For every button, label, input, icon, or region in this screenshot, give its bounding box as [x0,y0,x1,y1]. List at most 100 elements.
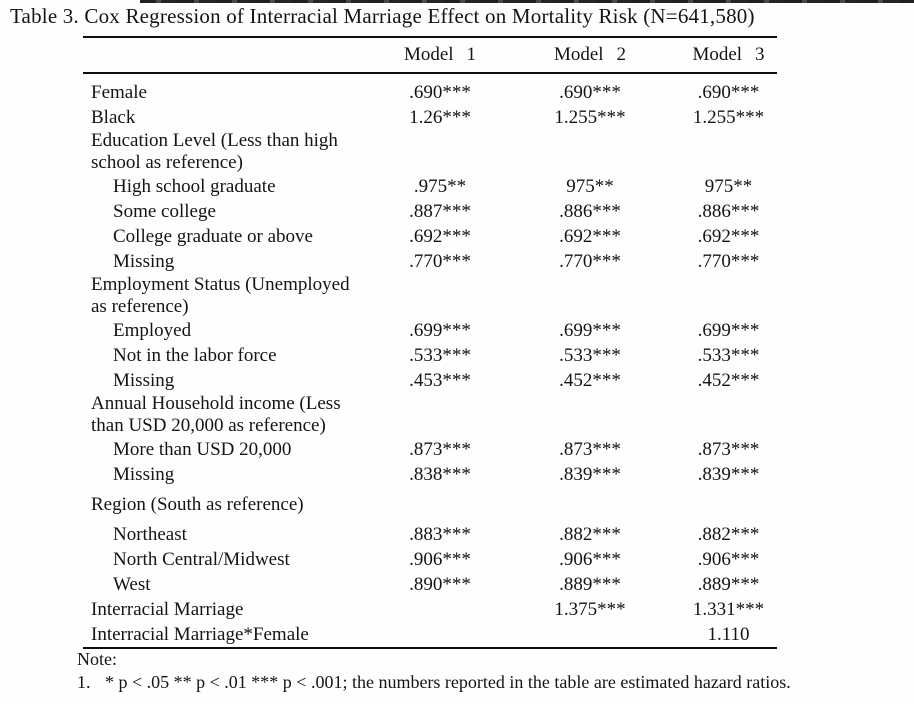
cell-model-1: .692*** [409,226,471,247]
table-row: More than USD 20,000 .873*** .873*** .873**… [83,437,777,462]
cell-model-3: .873*** [697,439,760,460]
row-label: Education Level (Less than high school a… [91,130,338,173]
cell-model-2: .886*** [559,201,621,222]
cell-model-3: .533*** [697,345,760,366]
cell-model-2: .873*** [559,439,621,460]
cell-model-3 [680,393,777,437]
cell-model-2: .906*** [559,549,621,570]
row-label: More than USD 20,000 [113,439,292,460]
cell-model-3: .906*** [697,549,760,570]
row-label: High school graduate [113,176,276,197]
note-heading: Note: [77,649,117,669]
cell-model-1: .906*** [409,549,471,570]
table-row: High school graduate .975** 975** 975** [83,174,777,199]
row-label: Employment Status (Unemployed as referen… [91,274,350,317]
cell-model-1: .975** [413,176,467,197]
cell-model-2 [500,274,680,318]
table-row: Interracial Marriage 1.375*** 1.331*** [83,597,777,622]
cell-model-1 [380,130,500,174]
cell-model-1: .887*** [409,201,471,222]
cell-model-3: 1.255*** [692,107,765,128]
table-row: Not in the labor force .533*** .533*** .533… [83,343,777,368]
table-row: North Central/Midwest .906*** .906*** .906*… [83,547,777,572]
table-row: West .890*** .889*** .889*** [83,572,777,597]
cell-model-3 [680,487,777,522]
table-row: Missing .453*** .452*** .452*** [83,368,777,393]
table-row: Employed .699*** .699*** .699*** [83,318,777,343]
table-header-row: Model 1 Model 2 Model 3 [83,38,777,74]
row-label: North Central/Midwest [113,549,290,570]
cell-model-2: .452*** [559,370,621,391]
cell-model-3: .452*** [697,370,760,391]
cell-model-3: 1.110 [707,624,750,645]
cell-model-2: .770*** [559,251,621,272]
table-row: Interracial Marriage*Female 1.110 [83,622,777,647]
table-row: Region (South as reference) [83,487,777,522]
cell-model-1: .890*** [409,574,471,595]
cell-model-3: .770*** [697,251,760,272]
cell-model-1: .873*** [409,439,471,460]
cell-model-2: .889*** [559,574,621,595]
cell-model-3: .699*** [697,320,760,341]
cell-model-2 [500,487,680,522]
cell-model-1: 1.26*** [409,107,471,128]
cell-model-1: .770*** [409,251,471,272]
cell-model-1: .699*** [409,320,471,341]
row-label: Missing [113,370,175,391]
cell-model-1: .690*** [409,82,471,103]
row-label: Annual Household income (Less than USD 2… [91,393,341,436]
cell-model-2: 1.255*** [554,107,626,128]
table-row: Employment Status (Unemployed as referen… [83,274,777,318]
table-row: College graduate or above .692*** .692***.… [83,224,777,249]
row-label: Missing [113,251,175,272]
cell-model-1: .453*** [409,370,471,391]
table-row: Black 1.26*** 1.255*** 1.255*** [83,105,777,130]
cell-model-1: .883*** [409,524,471,545]
table-row: Missing .838*** .839*** .839*** [83,462,777,487]
table-row: Some college .887*** .886*** .886*** [83,199,777,224]
cell-model-3: .692*** [697,226,760,247]
cropped-text-artifact [140,0,914,3]
column-header-model-2: Model 2 [553,44,627,65]
cell-model-2 [500,130,680,174]
cell-model-1: .533*** [409,345,471,366]
cell-model-3: .839*** [697,464,760,485]
cell-model-2 [500,622,680,647]
row-label: Female [91,82,147,103]
note-item: 1. * p < .05 ** p < .01 *** p < .001; th… [77,672,791,693]
cell-model-2 [500,393,680,437]
regression-table: Model 1 Model 2 Model 3 Female .690*** .690**… [83,36,777,649]
cell-model-2: 975** [566,176,614,197]
table-row: Annual Household income (Less than USD 2… [83,393,777,437]
row-label: Employed [113,320,192,341]
cell-model-3 [680,274,777,318]
cell-model-1 [380,487,500,522]
row-label: Region (South as reference) [91,494,304,515]
page-title: Table 3. Cox Regression of Interracial M… [10,4,755,28]
cell-model-3 [680,130,777,174]
column-header-model-3: Model 3 [692,44,765,65]
cell-model-2: 1.375*** [554,599,626,620]
cell-model-1 [380,597,500,622]
cell-model-2: .692*** [559,226,621,247]
row-label: Interracial Marriage*Female [91,624,309,645]
table-row: Missing .770*** .770*** .770*** [83,249,777,274]
cell-model-1: .838*** [409,464,471,485]
row-label: Some college [113,201,216,222]
cell-model-1 [380,393,500,437]
cell-model-3: .882*** [697,524,760,545]
cell-model-3: .690*** [697,82,760,103]
cell-model-3: .886*** [697,201,760,222]
row-label: Missing [113,464,175,485]
note-item-text: * p < .05 ** p < .01 *** p < .001; the n… [105,672,791,692]
row-label: Black [91,107,136,128]
cell-model-1 [380,622,500,647]
table-row: Education Level (Less than high school a… [83,130,777,174]
cell-model-2: .690*** [559,82,621,103]
cell-model-1 [380,274,500,318]
table-body: Female .690*** .690*** .690*** Black 1.26*** 1… [83,74,777,649]
cell-model-2: .882*** [559,524,621,545]
cell-model-3: 1.331*** [692,599,765,620]
table-row: Female .690*** .690*** .690*** [83,80,777,105]
